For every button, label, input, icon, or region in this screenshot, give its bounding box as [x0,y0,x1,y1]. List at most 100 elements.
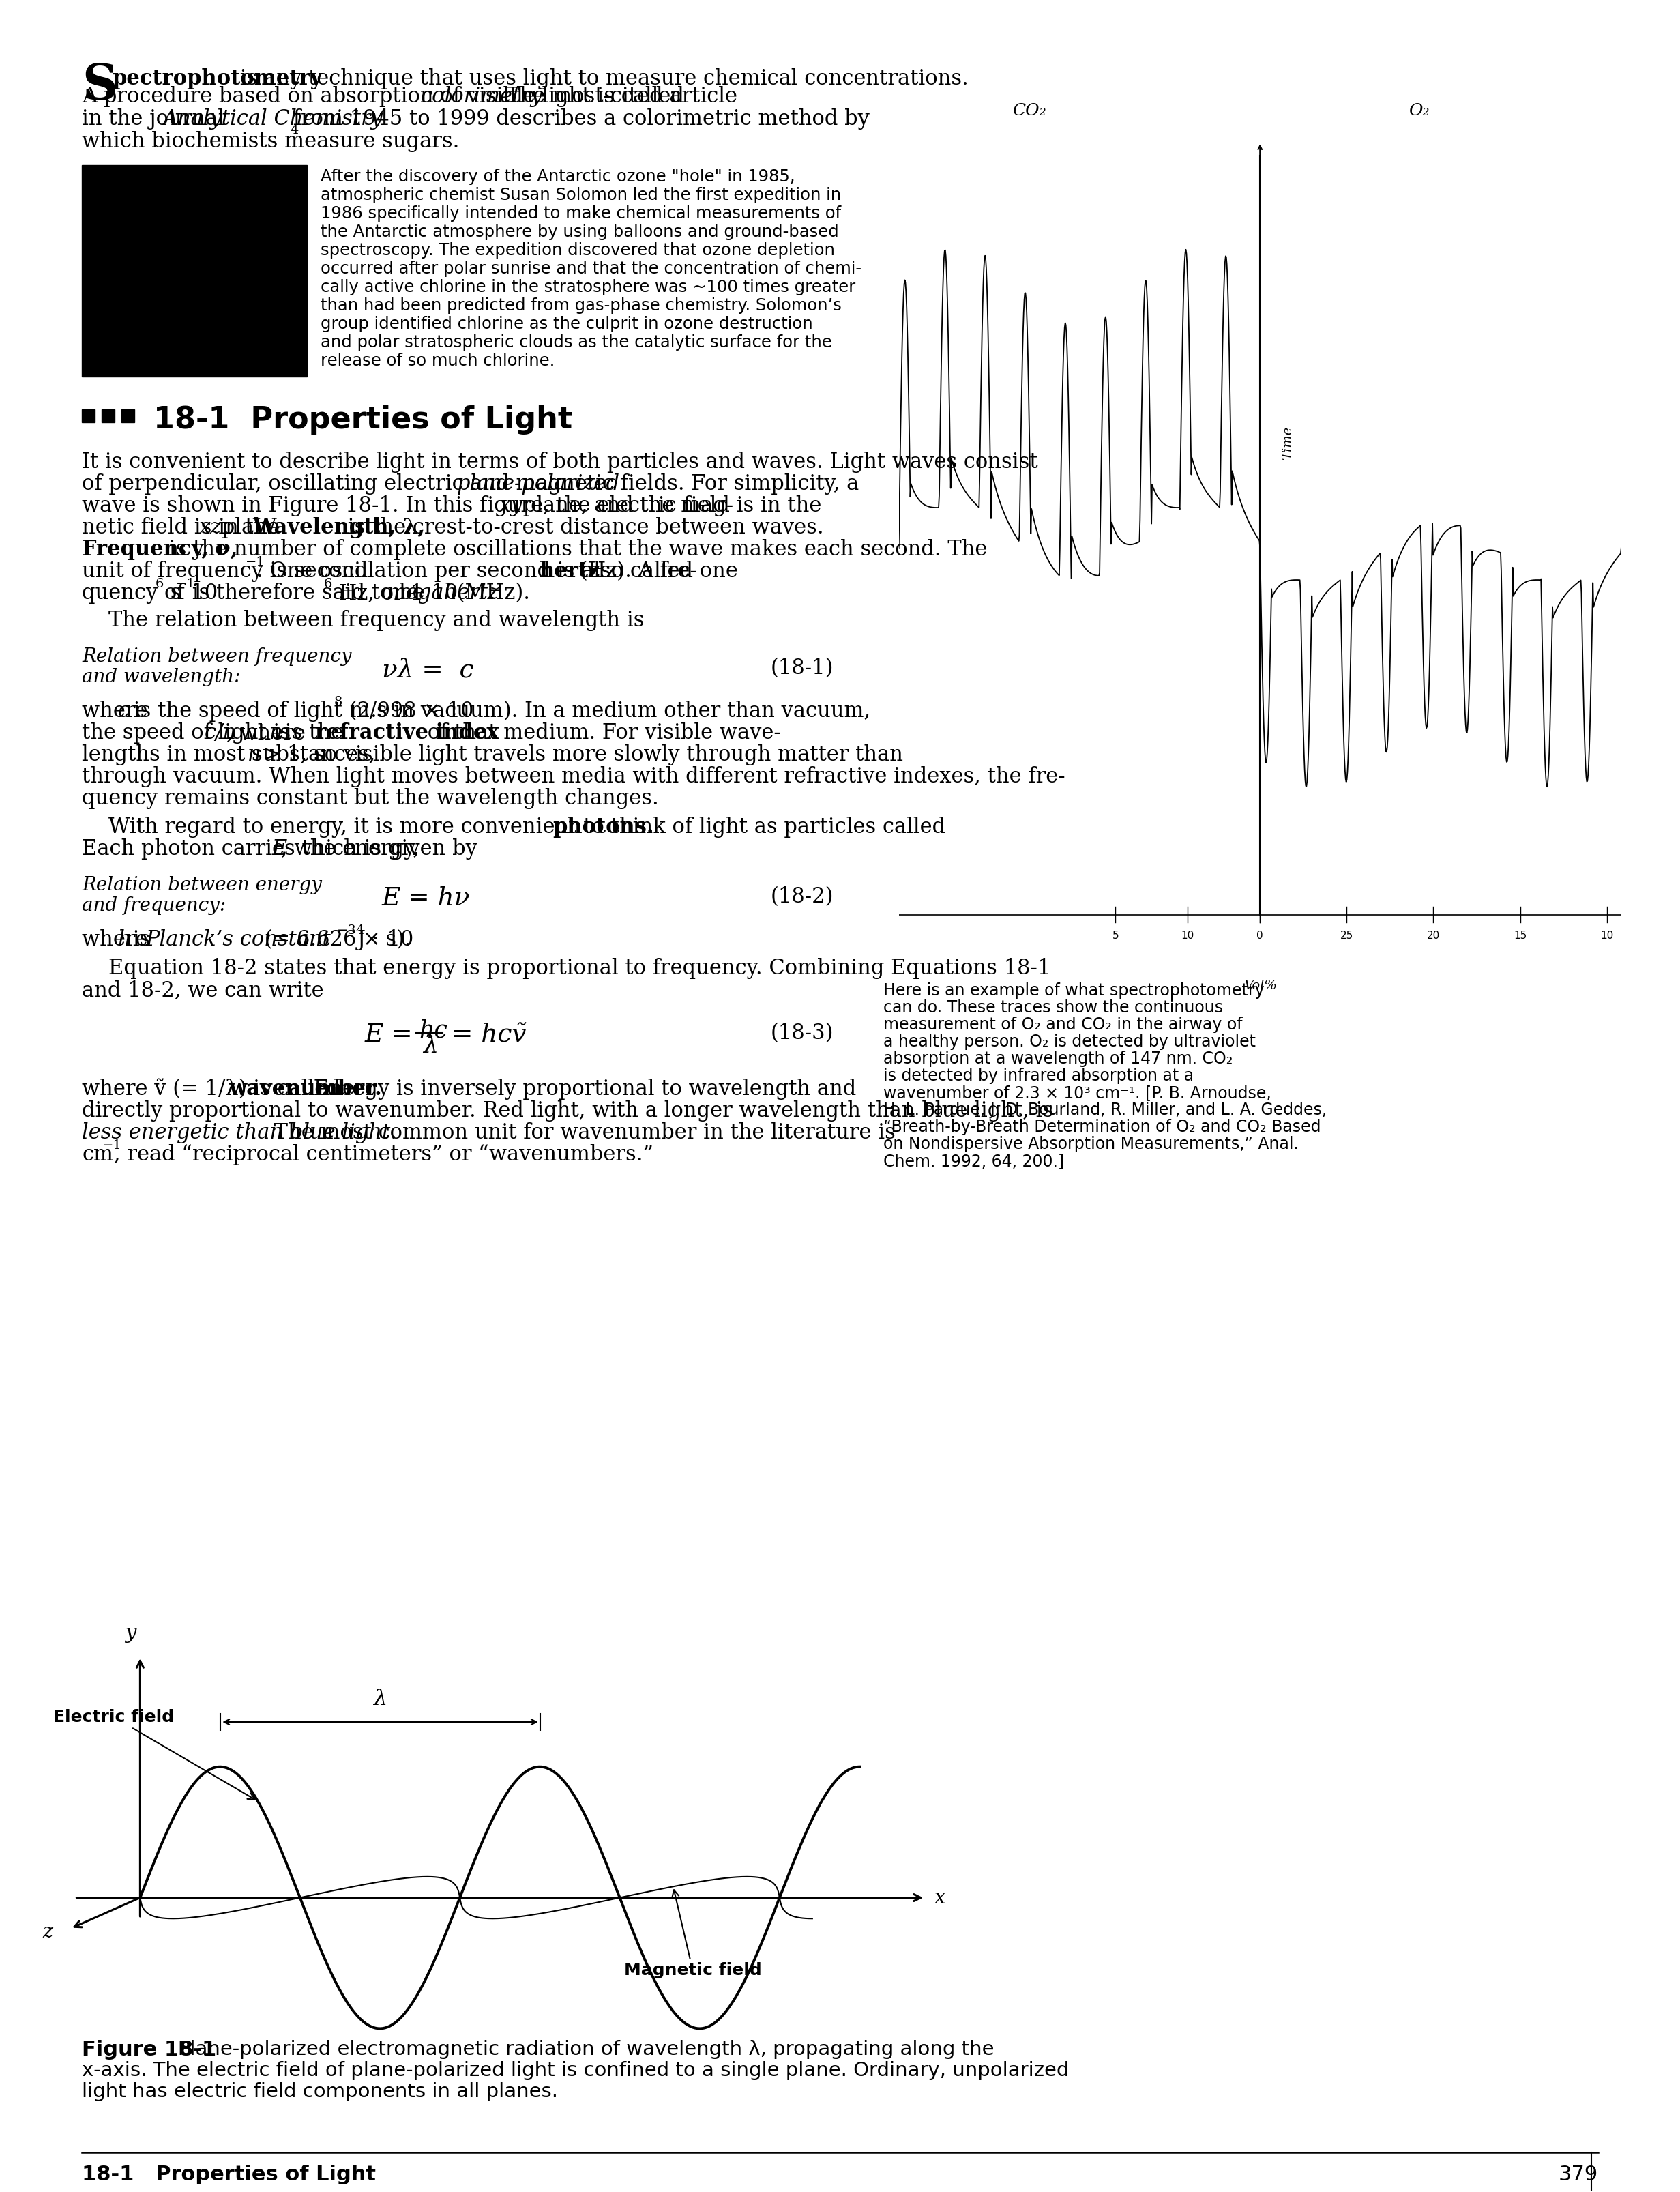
Text: xz: xz [200,517,222,539]
Text: , where: , where [227,723,312,743]
Text: νλ =  c: νλ = c [381,658,474,682]
Text: . The most-cited article: . The most-cited article [492,85,738,107]
Text: cm: cm [82,1144,113,1166]
Text: Figure 18-1: Figure 18-1 [82,2041,217,2060]
Text: Relation between frequency: Relation between frequency [82,647,351,666]
Text: is the speed of light (2.998 × 10: is the speed of light (2.998 × 10 [128,701,474,721]
Text: measurement of O₂ and CO₂ in the airway of: measurement of O₂ and CO₂ in the airway … [884,1017,1243,1032]
Text: in the journal: in the journal [82,107,232,129]
Text: S: S [82,61,118,110]
Text: A procedure based on absorption of visible light is called: A procedure based on absorption of visib… [82,85,690,107]
Text: from 1945 to 1999 describes a colorimetric method by: from 1945 to 1999 describes a colorimetr… [287,107,870,129]
Text: cally active chlorine in the stratosphere was ~100 times greater: cally active chlorine in the stratospher… [321,278,855,296]
Text: Energy is inversely proportional to wavelength and: Energy is inversely proportional to wave… [307,1078,857,1100]
Text: Vol%: Vol% [1243,980,1277,993]
Text: is: is [126,929,156,951]
Text: release of so much chlorine.: release of so much chlorine. [321,353,554,368]
Text: Here is an example of what spectrophotometry: Here is an example of what spectrophotom… [884,982,1265,1000]
Text: With regard to energy, it is more convenient to think of light as particles call: With regard to energy, it is more conven… [82,818,953,837]
Text: , read “reciprocal centimeters” or “wavenumbers.”: , read “reciprocal centimeters” or “wave… [114,1144,654,1166]
Text: wavenumber of 2.3 × 10³ cm⁻¹. [P. B. Arnoudse,: wavenumber of 2.3 × 10³ cm⁻¹. [P. B. Arn… [884,1085,1272,1100]
Text: group identified chlorine as the culprit in ozone destruction: group identified chlorine as the culprit… [321,316,813,333]
Text: λ: λ [373,1688,386,1710]
Text: megahertz: megahertz [386,583,499,603]
Text: Planck’s constant: Planck’s constant [144,929,331,951]
Text: Equation 18-2 states that energy is proportional to frequency. Combining Equatio: Equation 18-2 states that energy is prop… [82,958,1050,980]
Text: J · s).: J · s). [351,929,412,951]
Text: = hcṽ: = hcṽ [452,1024,526,1048]
Text: y: y [124,1624,136,1642]
Text: The most common unit for wavenumber in the literature is: The most common unit for wavenumber in t… [267,1122,895,1144]
Text: −1: −1 [102,1140,123,1151]
Text: O₂: O₂ [1408,103,1430,118]
Bar [101,410,114,423]
Text: h: h [118,929,131,951]
Text: Magnetic field: Magnetic field [623,1890,761,1979]
Text: hertz: hertz [539,561,600,581]
Text: n: n [269,723,282,743]
Text: plane.: plane. [215,517,292,539]
Text: where: where [82,701,155,721]
Text: 15: 15 [1514,929,1527,940]
Text: 1986 specifically intended to make chemical measurements of: 1986 specifically intended to make chemi… [321,206,842,221]
Text: m/s in vacuum). In a medium other than vacuum,: m/s in vacuum). In a medium other than v… [343,701,870,721]
Text: where: where [82,929,155,951]
Text: of perpendicular, oscillating electric and magnetic fields. For simplicity, a: of perpendicular, oscillating electric a… [82,473,865,495]
Text: occurred after polar sunrise and that the concentration of chemi-: occurred after polar sunrise and that th… [321,261,862,276]
Text: Analytical Chemistry: Analytical Chemistry [163,107,383,129]
Text: −1: −1 [245,557,265,568]
Text: refractive index: refractive index [316,723,499,743]
Text: Electric field: Electric field [54,1710,255,1800]
Text: 379: 379 [1559,2166,1598,2185]
Text: 4: 4 [291,125,299,136]
Text: wave is shown in Figure 18-1. In this figure, the electric field is in the: wave is shown in Figure 18-1. In this fi… [82,495,828,517]
Text: a healthy person. O₂ is detected by ultraviolet: a healthy person. O₂ is detected by ultr… [884,1035,1255,1050]
Bar [121,410,134,423]
Text: c/n: c/n [205,723,237,743]
Text: 25: 25 [1341,929,1354,940]
Text: spectroscopy. The expedition discovered that ozone depletion: spectroscopy. The expedition discovered … [321,241,835,259]
Text: . One oscillation per second is also called one: . One oscillation per second is also cal… [257,561,744,581]
Text: absorption at a wavelength of 147 nm. CO₂: absorption at a wavelength of 147 nm. CO… [884,1050,1233,1068]
Text: netic field is in the: netic field is in the [82,517,286,539]
Text: 6: 6 [156,579,165,590]
Text: is detected by infrared absorption at a: is detected by infrared absorption at a [884,1068,1194,1085]
Text: c: c [118,701,129,721]
Text: CO₂: CO₂ [1011,103,1045,118]
Text: atmospheric chemist Susan Solomon led the first expedition in: atmospheric chemist Susan Solomon led th… [321,186,842,204]
Text: 20: 20 [1426,929,1440,940]
Bar [82,410,94,423]
Text: n: n [247,745,260,765]
Text: and 18-2, we can write: and 18-2, we can write [82,980,324,1002]
Text: less energetic than blue light.: less energetic than blue light. [82,1122,396,1144]
Text: the speed of light is: the speed of light is [82,723,297,743]
Text: H. L. Pardue, J. D. Bourland, R. Miller, and L. A. Geddes,: H. L. Pardue, J. D. Bourland, R. Miller,… [884,1103,1327,1118]
Text: 6: 6 [324,579,333,590]
Text: z: z [42,1922,54,1942]
Text: > 1, so visible light travels more slowly through matter than: > 1, so visible light travels more slowl… [257,745,904,765]
Text: (18-2): (18-2) [771,886,833,907]
Text: photons.: photons. [553,818,654,837]
Text: unit of frequency is second: unit of frequency is second [82,561,368,581]
Text: hc: hc [418,1019,447,1041]
Text: Wavelength, λ,: Wavelength, λ, [252,517,425,539]
Text: is any technique that uses light to measure chemical concentrations.: is any technique that uses light to meas… [234,68,968,90]
Text: pectrophotometry: pectrophotometry [113,68,323,90]
Text: is the crest-to-crest distance between waves.: is the crest-to-crest distance between w… [341,517,823,539]
Text: After the discovery of the Antarctic ozone "hole" in 1985,: After the discovery of the Antarctic ozo… [321,169,795,184]
Text: directly proportional to wavenumber. Red light, with a longer wavelength than bl: directly proportional to wavenumber. Red… [82,1100,1053,1122]
Text: is the number of complete oscillations that the wave makes each second. The: is the number of complete oscillations t… [163,539,988,561]
Text: (= 6.626 × 10: (= 6.626 × 10 [257,929,413,951]
Text: E = hν: E = hν [381,886,470,910]
Text: x-axis. The electric field of plane-polarized light is confined to a single plan: x-axis. The electric field of plane-pola… [82,2060,1068,2080]
Text: −34: −34 [338,925,365,936]
Text: is therefore said to be 10: is therefore said to be 10 [185,583,459,603]
Text: and polar stratospheric clouds as the catalytic surface for the: and polar stratospheric clouds as the ca… [321,335,832,351]
Text: wavenumber.: wavenumber. [228,1078,381,1100]
Text: 5: 5 [1112,929,1119,940]
Text: xy: xy [499,495,522,517]
Text: −1: −1 [176,579,195,590]
Text: which biochemists measure sugars.: which biochemists measure sugars. [82,132,459,151]
Text: quency remains constant but the wavelength changes.: quency remains constant but the waveleng… [82,787,659,809]
Text: λ: λ [423,1035,438,1057]
